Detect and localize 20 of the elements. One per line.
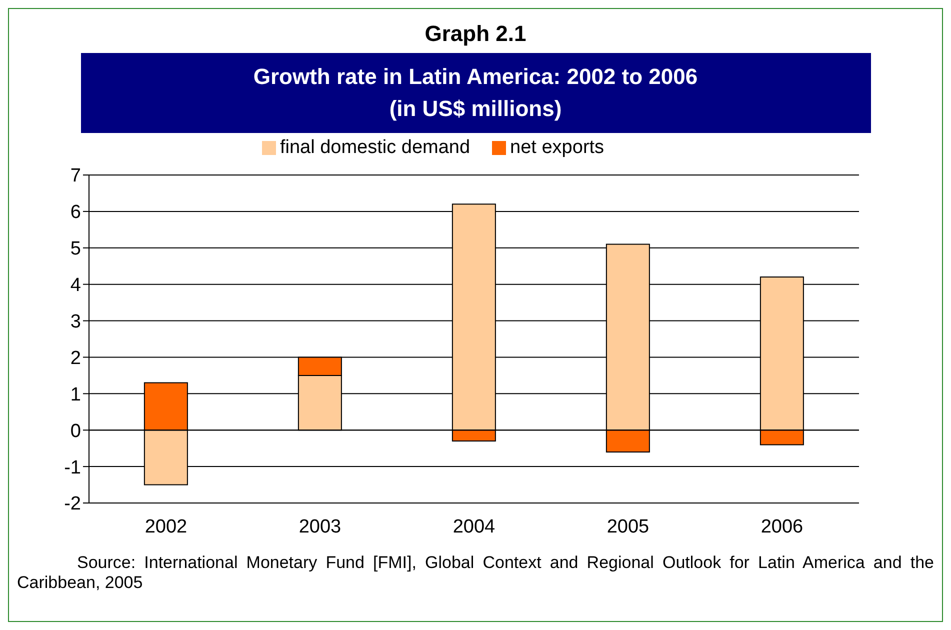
x-tick-label: 2006 xyxy=(760,516,804,538)
y-tick-label: 0 xyxy=(70,420,81,442)
x-tick-label: 2005 xyxy=(606,516,650,538)
x-tick-label: 2002 xyxy=(144,516,188,538)
x-tick-label: 2003 xyxy=(298,516,342,538)
y-tick-label: 1 xyxy=(70,384,81,406)
source-note: Source: International Monetary Fund [FMI], Global Context and Regional Outlook for Latin America and the Caribbean, 2005 xyxy=(16,553,935,593)
y-tick-label: 4 xyxy=(70,275,82,296)
legend-label: net exports xyxy=(510,137,604,158)
chart-title: Graph 2.1 xyxy=(424,21,528,47)
chart-subtitle: Growth rate in Latin America: 2002 to 2006 (in US$ millions) xyxy=(80,53,870,133)
x-tick-label: 2004 xyxy=(452,516,496,538)
y-tick-label: 5 xyxy=(70,238,81,260)
y-tick-label: 3 xyxy=(70,312,81,333)
y-tick-label: -2 xyxy=(64,494,81,515)
y-tick-label: 2 xyxy=(70,348,81,369)
legend-label: final domestic demand xyxy=(280,137,470,158)
y-tick-label: 7 xyxy=(70,166,81,187)
y-tick-label: -1 xyxy=(64,457,81,478)
y-tick-label: 6 xyxy=(70,202,81,224)
